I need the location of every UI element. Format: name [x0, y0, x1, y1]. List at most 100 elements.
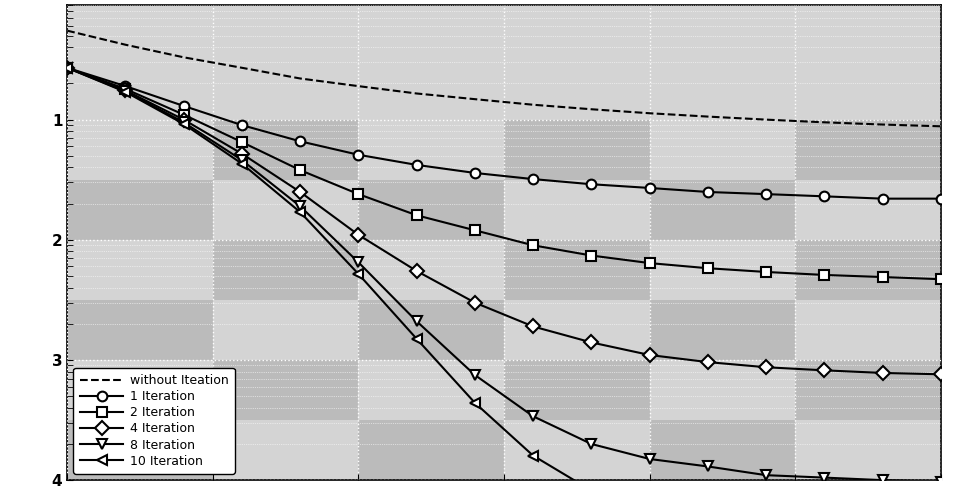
- 8 Iteration: [61, 65, 73, 71]
- 8 Iteration: [411, 318, 422, 324]
- Bar: [358, 240, 504, 300]
- Bar: [213, 300, 358, 360]
- 10 Iteration: [61, 65, 73, 71]
- without Iteation: [586, 106, 597, 112]
- Line: 1 Iteration: 1 Iteration: [62, 63, 946, 203]
- Bar: [358, 420, 504, 480]
- Bar: [795, 240, 941, 300]
- 2 Iteration: [760, 269, 772, 275]
- Bar: [67, 360, 213, 420]
- 2 Iteration: [295, 167, 306, 173]
- 10 Iteration: [469, 400, 481, 406]
- Bar: [504, 240, 650, 300]
- 2 Iteration: [819, 272, 830, 278]
- Bar: [358, 300, 504, 360]
- 8 Iteration: [178, 119, 189, 125]
- Bar: [67, 180, 213, 240]
- 1 Iteration: [236, 122, 248, 128]
- 2 Iteration: [178, 112, 189, 118]
- Bar: [650, 300, 795, 360]
- 2 Iteration: [352, 191, 364, 197]
- 8 Iteration: [702, 463, 713, 469]
- without Iteation: [352, 83, 364, 89]
- Bar: [795, 120, 941, 180]
- 2 Iteration: [120, 86, 132, 92]
- without Iteation: [527, 102, 539, 108]
- 1 Iteration: [935, 196, 947, 201]
- 8 Iteration: [876, 477, 888, 483]
- 2 Iteration: [586, 252, 597, 258]
- 2 Iteration: [469, 227, 481, 233]
- Bar: [213, 120, 358, 180]
- Bar: [67, 240, 213, 300]
- Legend: without Iteation, 1 Iteration, 2 Iteration, 4 Iteration, 8 Iteration, 10 Iterati: without Iteation, 1 Iteration, 2 Iterati…: [74, 368, 234, 474]
- 1 Iteration: [876, 196, 888, 201]
- Line: 4 Iteration: 4 Iteration: [62, 63, 946, 379]
- 1 Iteration: [644, 185, 656, 191]
- Bar: [650, 120, 795, 180]
- 4 Iteration: [819, 367, 830, 373]
- 4 Iteration: [876, 370, 888, 376]
- Bar: [650, 240, 795, 300]
- 2 Iteration: [61, 65, 73, 71]
- 8 Iteration: [644, 456, 656, 462]
- without Iteation: [411, 91, 422, 97]
- without Iteation: [644, 110, 656, 116]
- Bar: [358, 120, 504, 180]
- without Iteation: [120, 42, 132, 48]
- Line: 8 Iteration: 8 Iteration: [62, 63, 946, 487]
- 1 Iteration: [819, 194, 830, 199]
- without Iteation: [819, 119, 830, 125]
- Bar: [213, 180, 358, 240]
- 2 Iteration: [935, 276, 947, 282]
- 2 Iteration: [411, 212, 422, 218]
- 4 Iteration: [61, 65, 73, 71]
- Bar: [795, 180, 941, 240]
- 4 Iteration: [178, 117, 189, 123]
- 1 Iteration: [120, 83, 132, 89]
- 4 Iteration: [469, 299, 481, 305]
- 4 Iteration: [644, 352, 656, 358]
- 2 Iteration: [876, 274, 888, 280]
- 8 Iteration: [352, 259, 364, 265]
- 10 Iteration: [295, 209, 306, 215]
- Bar: [795, 300, 941, 360]
- 10 Iteration: [352, 271, 364, 277]
- without Iteation: [178, 54, 189, 60]
- 4 Iteration: [236, 151, 248, 157]
- 1 Iteration: [469, 170, 481, 176]
- 4 Iteration: [527, 324, 539, 330]
- 4 Iteration: [295, 189, 306, 195]
- 1 Iteration: [411, 162, 422, 168]
- 8 Iteration: [586, 441, 597, 447]
- without Iteation: [760, 117, 772, 123]
- 8 Iteration: [935, 479, 947, 485]
- Bar: [650, 360, 795, 420]
- Bar: [795, 420, 941, 480]
- Bar: [213, 360, 358, 420]
- 2 Iteration: [527, 243, 539, 248]
- Line: 10 Iteration: 10 Iteration: [62, 63, 946, 495]
- without Iteation: [236, 65, 248, 71]
- 10 Iteration: [236, 161, 248, 167]
- Bar: [650, 180, 795, 240]
- 10 Iteration: [120, 89, 132, 95]
- Bar: [504, 180, 650, 240]
- without Iteation: [935, 123, 947, 129]
- 10 Iteration: [527, 452, 539, 458]
- Line: without Iteation: without Iteation: [67, 31, 941, 126]
- Bar: [504, 120, 650, 180]
- 8 Iteration: [236, 157, 248, 163]
- Bar: [504, 360, 650, 420]
- Bar: [67, 300, 213, 360]
- Bar: [67, 420, 213, 480]
- without Iteation: [876, 122, 888, 128]
- 8 Iteration: [819, 475, 830, 481]
- 8 Iteration: [469, 372, 481, 378]
- Line: 2 Iteration: 2 Iteration: [62, 63, 946, 284]
- 1 Iteration: [352, 152, 364, 158]
- 4 Iteration: [411, 268, 422, 274]
- 1 Iteration: [178, 103, 189, 109]
- 2 Iteration: [644, 260, 656, 266]
- Bar: [213, 420, 358, 480]
